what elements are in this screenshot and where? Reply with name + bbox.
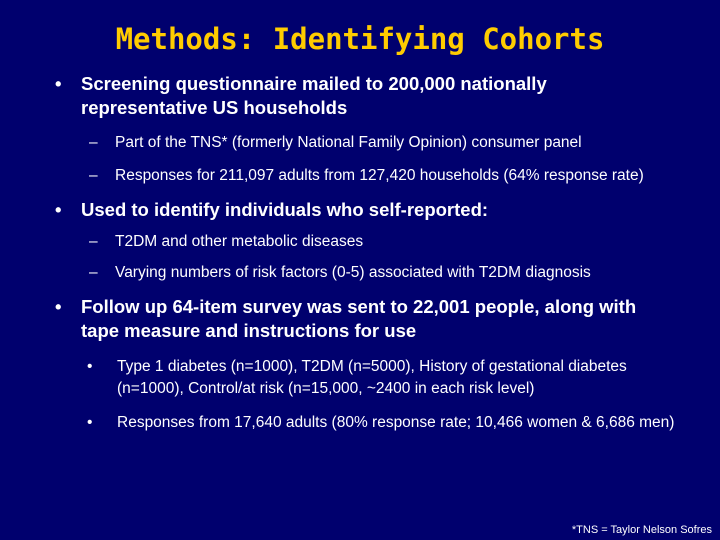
bullet-1-sub-1: – Part of the TNS* (formerly National Fa… (55, 133, 675, 153)
dash-icon: – (89, 233, 98, 250)
bullet-icon: • (55, 199, 62, 220)
bullet-2: • Used to identify individuals who self-… (55, 198, 675, 222)
bullet-3-sub-1: • Type 1 diabetes (n=1000), T2DM (n=5000… (55, 356, 675, 400)
bullet-2-sub-1-text: T2DM and other metabolic diseases (115, 233, 364, 250)
bullet-icon: • (87, 358, 93, 375)
bullet-1-sub-2: – Responses for 211,097 adults from 127,… (55, 166, 675, 186)
footnote: *TNS = Taylor Nelson Sofres (571, 524, 712, 536)
bullet-3-text: Follow up 64-item survey was sent to 22,… (81, 296, 637, 341)
dash-icon: – (89, 134, 98, 151)
bullet-icon: • (87, 414, 93, 431)
bullet-1-sub-2-text: Responses for 211,097 adults from 127,42… (115, 167, 644, 184)
bullet-icon: • (55, 296, 62, 317)
dash-icon: – (89, 264, 98, 281)
dash-icon: – (89, 167, 98, 184)
bullet-2-sub-2: – Varying numbers of risk factors (0-5) … (55, 263, 675, 283)
slide-content: • Screening questionnaire mailed to 200,… (55, 72, 675, 434)
bullet-icon: • (55, 73, 62, 94)
bullet-2-sub-1: – T2DM and other metabolic diseases (55, 232, 675, 252)
bullet-1-text: Screening questionnaire mailed to 200,00… (81, 73, 547, 118)
bullet-3-sub-2: • Responses from 17,640 adults (80% resp… (55, 412, 675, 434)
slide-title: Methods: Identifying Cohorts (115, 22, 605, 56)
bullet-3-sub-1-text: Type 1 diabetes (n=1000), T2DM (n=5000),… (117, 358, 627, 397)
bullet-1-sub-1-text: Part of the TNS* (formerly National Fami… (115, 134, 582, 151)
bullet-3: • Follow up 64-item survey was sent to 2… (55, 295, 675, 343)
bullet-1: • Screening questionnaire mailed to 200,… (55, 72, 675, 120)
bullet-2-sub-2-text: Varying numbers of risk factors (0-5) as… (115, 264, 591, 281)
bullet-3-sub-2-text: Responses from 17,640 adults (80% respon… (117, 414, 675, 431)
bullet-2-text: Used to identify individuals who self-re… (81, 199, 489, 220)
